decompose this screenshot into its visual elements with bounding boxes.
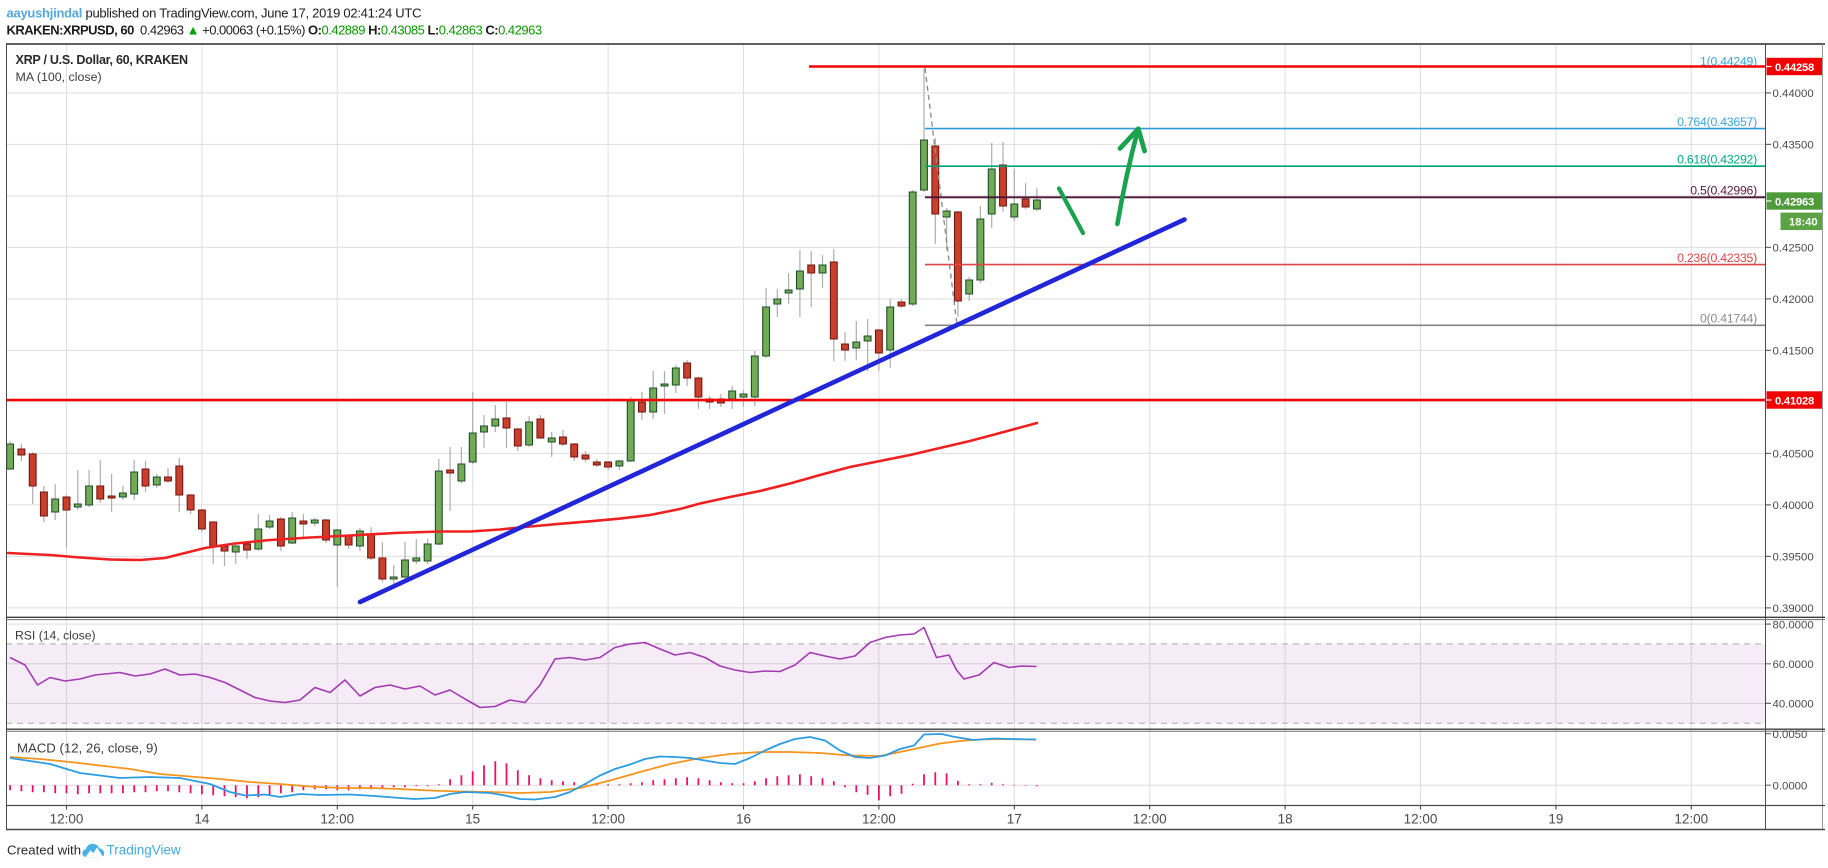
svg-text:0.0050: 0.0050 [1773, 729, 1808, 741]
svg-text:aayushjindal published on Trad: aayushjindal published on TradingView.co… [7, 6, 422, 21]
svg-text:MACD (12, 26, close, 9): MACD (12, 26, close, 9) [17, 740, 158, 755]
svg-text:0(0.41744): 0(0.41744) [1700, 312, 1757, 326]
svg-text:0.40000: 0.40000 [1773, 500, 1814, 512]
svg-text:12:00: 12:00 [320, 812, 354, 827]
svg-text:0.5(0.42996): 0.5(0.42996) [1690, 184, 1757, 198]
svg-text:0.39500: 0.39500 [1773, 552, 1814, 564]
svg-text:1(0.44249): 1(0.44249) [1700, 55, 1757, 69]
svg-text:0.41500: 0.41500 [1773, 346, 1814, 358]
svg-text:Created with: Created with [7, 843, 81, 858]
svg-text:0.40500: 0.40500 [1773, 449, 1814, 461]
svg-text:0.41028: 0.41028 [1775, 395, 1814, 407]
svg-text:12:00: 12:00 [50, 812, 84, 827]
svg-text:0.618(0.43292): 0.618(0.43292) [1677, 153, 1757, 167]
svg-text:0.0000: 0.0000 [1773, 780, 1808, 792]
svg-text:12:00: 12:00 [862, 812, 896, 827]
svg-text:RSI (14, close): RSI (14, close) [15, 629, 96, 643]
svg-text:14: 14 [194, 812, 210, 827]
svg-text:0.764(0.43657): 0.764(0.43657) [1677, 115, 1757, 129]
svg-text:40.0000: 40.0000 [1773, 699, 1814, 711]
svg-text:TradingView: TradingView [107, 843, 182, 858]
svg-text:12:00: 12:00 [591, 812, 625, 827]
svg-text:19: 19 [1548, 812, 1563, 827]
svg-text:0.44258: 0.44258 [1775, 62, 1814, 74]
svg-text:0.39000: 0.39000 [1773, 603, 1814, 615]
svg-text:0.43500: 0.43500 [1773, 140, 1814, 152]
svg-text:17: 17 [1007, 812, 1022, 827]
svg-text:16: 16 [736, 812, 751, 827]
svg-text:15: 15 [465, 812, 480, 827]
svg-text:80.0000: 80.0000 [1773, 619, 1814, 631]
svg-text:KRAKEN:XRPUSD, 60 0.42963 ▲ +: KRAKEN:XRPUSD, 60 0.42963 ▲ +0.00063 (+0… [7, 23, 542, 38]
svg-text:18:40: 18:40 [1789, 217, 1818, 229]
svg-text:0.42500: 0.42500 [1773, 243, 1814, 255]
svg-text:XRP / U.S. Dollar, 60, KRAKEN: XRP / U.S. Dollar, 60, KRAKEN [16, 53, 189, 67]
svg-text:12:00: 12:00 [1404, 812, 1438, 827]
svg-text:0.42000: 0.42000 [1773, 294, 1814, 306]
svg-text:18: 18 [1278, 812, 1293, 827]
svg-text:12:00: 12:00 [1674, 812, 1708, 827]
svg-text:12:00: 12:00 [1133, 812, 1167, 827]
svg-text:0.44000: 0.44000 [1773, 88, 1814, 100]
svg-text:0.236(0.42335): 0.236(0.42335) [1677, 251, 1757, 265]
svg-text:MA (100, close): MA (100, close) [16, 70, 102, 84]
svg-text:60.0000: 60.0000 [1773, 659, 1814, 671]
svg-text:0.42963: 0.42963 [1775, 196, 1814, 208]
